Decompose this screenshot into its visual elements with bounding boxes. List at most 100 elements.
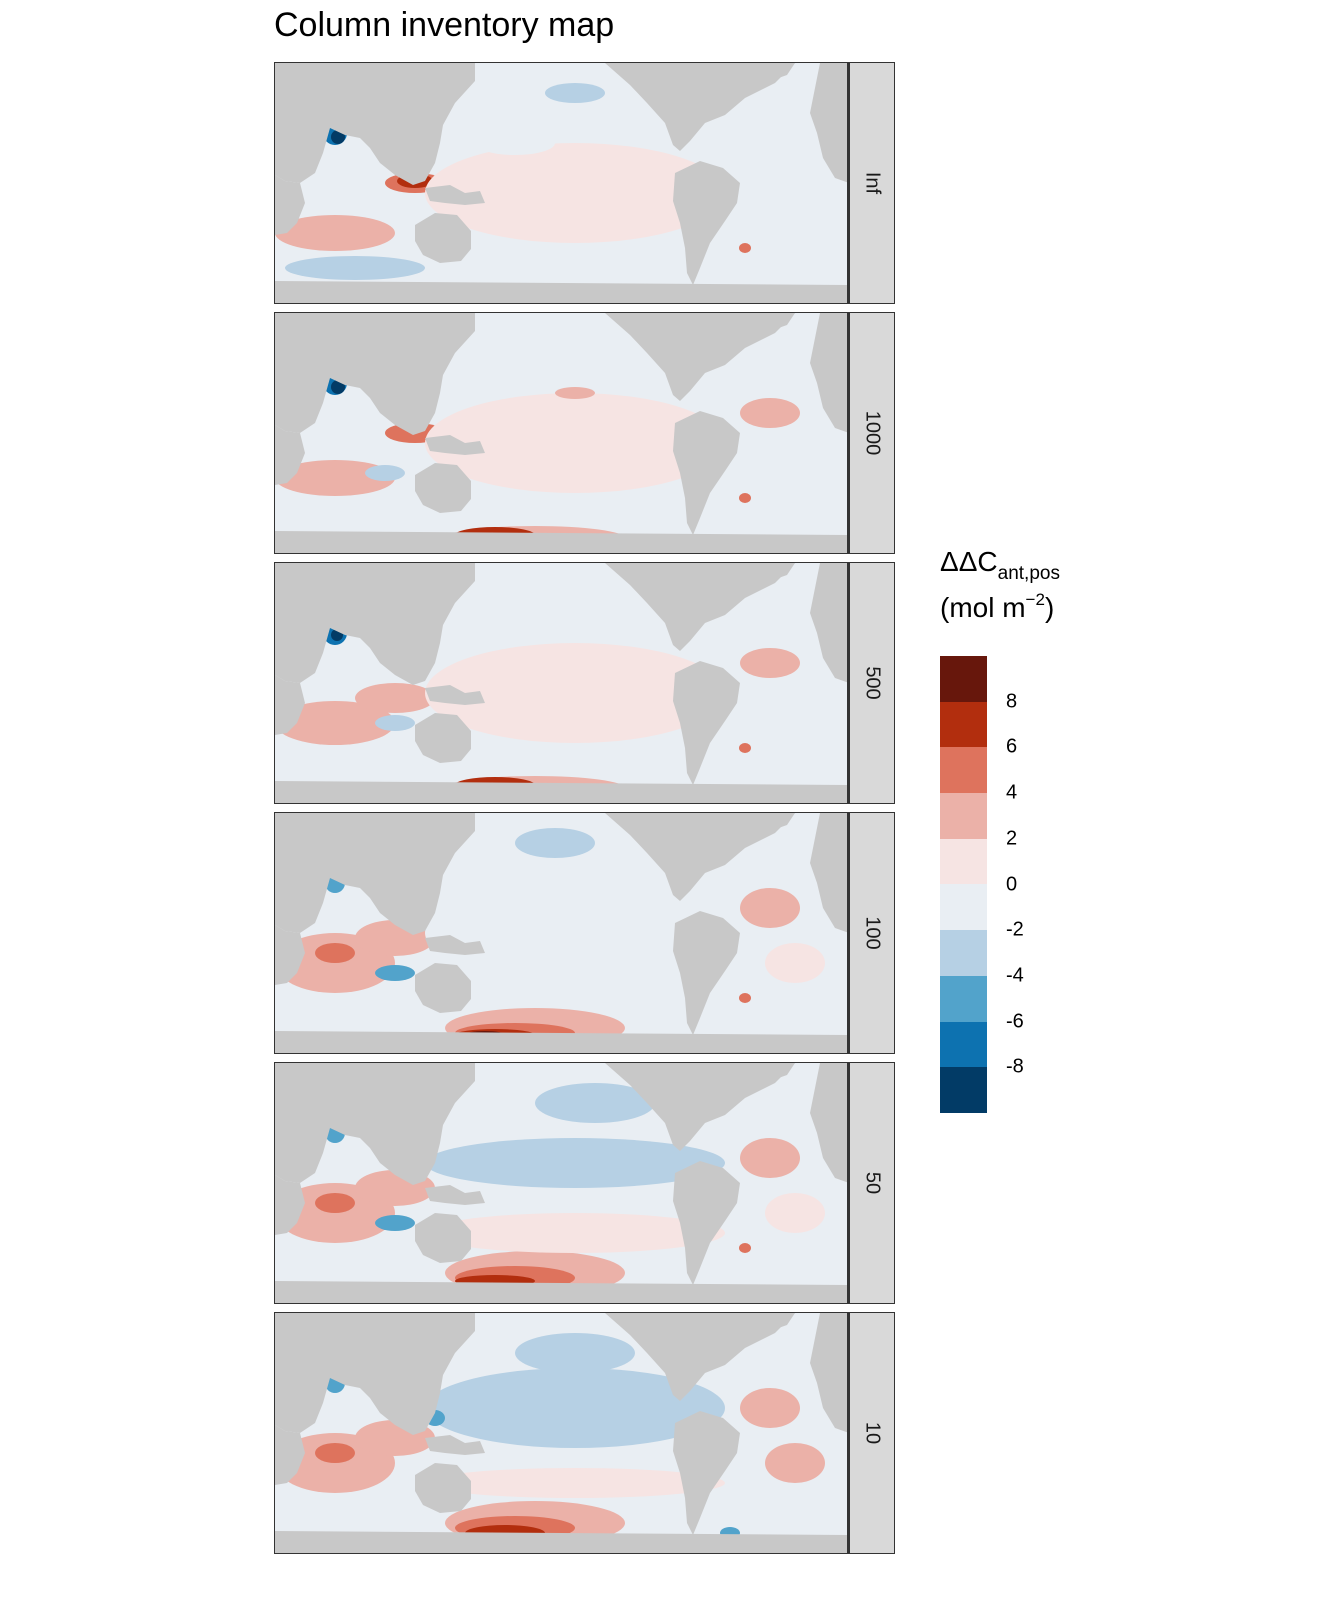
anomaly-patch [740, 1388, 800, 1428]
map-panel [274, 812, 848, 1054]
anomaly-patch [739, 243, 751, 253]
anomaly-patch [285, 1006, 425, 1030]
color-legend: ΔΔCant,pos (mol m−2) 8 6 4 2 0 -2 -4 -6 -8 [940, 546, 1060, 1113]
map-panel [274, 312, 848, 554]
land-mass [750, 1063, 795, 1081]
land-mass [275, 813, 475, 935]
land-mass [810, 563, 847, 683]
land-mass [275, 1281, 847, 1303]
anomaly-patch [375, 965, 415, 981]
land-mass [425, 435, 485, 455]
land-mass [425, 1435, 485, 1455]
anomaly-patch [765, 1193, 825, 1233]
map-panel [274, 1062, 848, 1304]
map-facet: 500 [274, 562, 895, 804]
land-mass [425, 935, 485, 955]
land-mass [275, 1313, 475, 1435]
land-mass [275, 781, 847, 803]
legend-title-main: ΔΔC [940, 546, 998, 577]
anomaly-patch [355, 683, 435, 713]
legend-swatch [940, 930, 987, 976]
facet-strip: 500 [848, 562, 895, 804]
anomaly-patch [285, 1256, 425, 1280]
land-mass [810, 63, 847, 183]
facet-strip: 50 [848, 1062, 895, 1304]
land-mass [275, 1425, 305, 1485]
map-panel [274, 562, 848, 804]
anomaly-patch [425, 1468, 725, 1498]
facet-strip-label: 10 [861, 1421, 884, 1445]
anomaly-patch [375, 715, 415, 731]
legend-swatch [940, 1021, 987, 1068]
ocean-map [275, 563, 847, 803]
map-facet: Inf [274, 62, 895, 304]
land-mass [275, 1031, 847, 1053]
facet-strip-label: 100 [861, 916, 884, 950]
legend-tick-label: 8 [1006, 690, 1018, 713]
anomaly-patch [331, 380, 345, 394]
land-mass [425, 685, 485, 705]
legend-swatch [940, 701, 987, 748]
land-mass [673, 411, 740, 535]
facet-strip-label: 1000 [861, 410, 884, 456]
land-mass [810, 1313, 847, 1433]
anomaly-patch [765, 223, 825, 263]
land-mass [673, 661, 740, 785]
facet-strip: 100 [848, 812, 895, 1054]
legend-swatch [940, 1067, 987, 1113]
anomaly-patch [490, 618, 560, 638]
map-panel [274, 1312, 848, 1554]
ocean-map [275, 1313, 847, 1553]
legend-tick-label: 2 [1006, 827, 1018, 850]
legend-tick-label: 0 [1006, 873, 1018, 895]
land-mass [415, 963, 471, 1013]
map-facet: 10 [274, 1312, 895, 1554]
anomaly-patch [365, 465, 405, 481]
legend-tick-label: -4 [1006, 964, 1024, 987]
land-mass [605, 313, 795, 401]
legend-swatch [940, 656, 987, 702]
legend-tick-label: 4 [1006, 781, 1018, 804]
anomaly-patch [475, 131, 555, 155]
land-mass [275, 281, 847, 303]
ocean-map [275, 313, 847, 553]
legend-swatch [940, 747, 987, 794]
legend-tick-label: -2 [1006, 918, 1024, 941]
legend-swatch [940, 793, 987, 839]
legend-unit-text: (mol m [940, 592, 1026, 623]
land-mass [810, 813, 847, 933]
legend-swatch [940, 884, 987, 931]
anomaly-patch [739, 493, 751, 503]
land-mass [275, 313, 475, 435]
legend-title-subscript: ant,pos [997, 563, 1060, 584]
land-mass [275, 1175, 305, 1235]
legend-tick-label: -6 [1006, 1010, 1024, 1033]
map-panel [274, 62, 848, 304]
anomaly-patch [275, 460, 395, 496]
land-mass [750, 313, 795, 331]
anomaly-patch [740, 1138, 800, 1178]
anomaly-patch [739, 1243, 751, 1253]
land-mass [750, 1313, 795, 1331]
land-mass [425, 1185, 485, 1205]
land-mass [673, 1161, 740, 1285]
land-mass [605, 813, 795, 901]
legend-colorbar [940, 656, 987, 1113]
facet-strip: 1000 [848, 312, 895, 554]
anomaly-patch [425, 1138, 725, 1188]
anomaly-patch [331, 130, 345, 144]
map-facet: 1000 [274, 312, 895, 554]
land-mass [275, 175, 305, 235]
facet-strip-label: 50 [861, 1171, 884, 1195]
land-mass [415, 1463, 471, 1513]
land-mass [605, 563, 795, 651]
land-mass [750, 813, 795, 831]
land-mass [673, 161, 740, 285]
land-mass [810, 1063, 847, 1183]
land-mass [605, 63, 795, 151]
anomaly-patch [740, 398, 800, 428]
anomaly-patch [739, 743, 751, 753]
anomaly-patch [425, 888, 725, 978]
land-mass [275, 1531, 847, 1553]
anomaly-patch [375, 1215, 415, 1231]
